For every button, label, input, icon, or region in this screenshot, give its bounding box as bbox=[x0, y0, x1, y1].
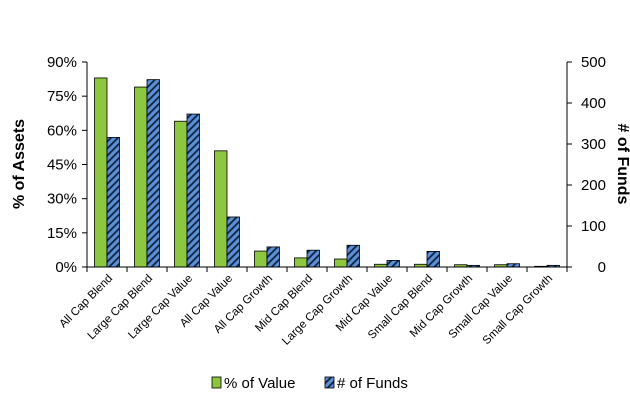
left-tick-label: 30% bbox=[47, 191, 77, 208]
category-label: Small Cap Growth bbox=[481, 273, 555, 347]
bar-funds bbox=[146, 79, 160, 268]
right-tick-label: 500 bbox=[581, 54, 606, 71]
right-tick-label: 400 bbox=[581, 95, 606, 112]
y-axis-title: % of Assets bbox=[11, 119, 28, 209]
plot-area bbox=[94, 77, 560, 268]
bar-value bbox=[134, 86, 148, 268]
left-tick-label: 75% bbox=[47, 88, 77, 105]
left-tick-label: 45% bbox=[47, 157, 77, 174]
bar-funds bbox=[306, 249, 320, 268]
bar-funds bbox=[186, 113, 200, 268]
left-tick-label: 60% bbox=[47, 122, 77, 139]
legend-label-value: % of Value bbox=[224, 375, 295, 392]
bar-value bbox=[254, 250, 268, 268]
bar-funds bbox=[386, 260, 400, 268]
left-tick-label: 0% bbox=[55, 259, 77, 276]
bar-value bbox=[294, 257, 308, 268]
right-tick-label: 200 bbox=[581, 177, 606, 194]
category-label: Large Cap Growth bbox=[280, 273, 355, 348]
legend-label-funds: # of Funds bbox=[337, 375, 408, 392]
bar-funds bbox=[426, 251, 440, 268]
left-tick-label: 90% bbox=[47, 54, 77, 71]
right-tick-label: 0 bbox=[598, 259, 606, 276]
bar-funds bbox=[266, 246, 280, 268]
bar-value bbox=[214, 150, 228, 268]
left-tick-label: 15% bbox=[47, 225, 77, 242]
legend-swatch-value bbox=[211, 376, 222, 389]
right-tick-label: 300 bbox=[581, 136, 606, 153]
bar-value bbox=[334, 258, 348, 268]
bar-funds bbox=[106, 137, 120, 268]
bar-funds bbox=[226, 216, 240, 268]
right-tick-label: 100 bbox=[581, 218, 606, 235]
axes bbox=[82, 61, 572, 272]
y2-axis-title: # of Funds bbox=[614, 124, 630, 205]
legend: % of Value # of Funds bbox=[211, 375, 408, 392]
bar-funds bbox=[346, 244, 360, 268]
legend-swatch-funds bbox=[324, 376, 335, 389]
bar-value bbox=[174, 120, 188, 268]
bar-value bbox=[94, 77, 108, 268]
